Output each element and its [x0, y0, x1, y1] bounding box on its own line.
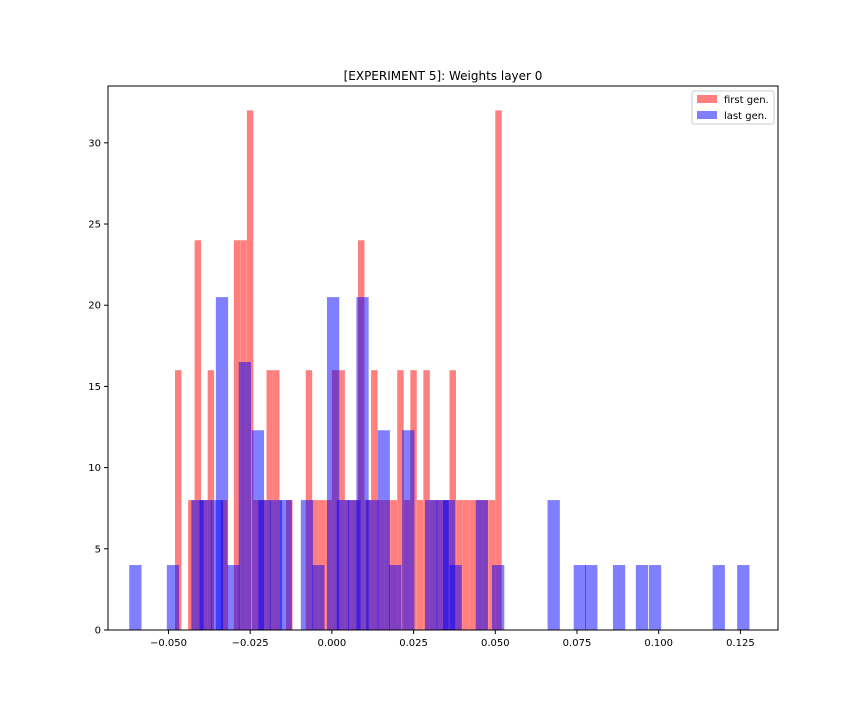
plot-frame — [107, 85, 779, 631]
x-tick-label-1: −0.025 — [232, 638, 269, 649]
bar-last-gen-22 — [425, 500, 438, 630]
y-tick-label-6: 30 — [88, 138, 101, 149]
bar-first-gen-43 — [495, 110, 502, 631]
y-axis: 0 5 10 15 20 25 30 — [88, 138, 108, 637]
bar-last-gen-29 — [573, 565, 586, 630]
x-tick-label-3: 0.025 — [399, 638, 428, 649]
bar-last-gen-1 — [166, 565, 180, 630]
bar-last-gen-0 — [129, 565, 142, 630]
bar-last-gen-7 — [238, 362, 251, 630]
bar-first-gen-1 — [188, 500, 195, 630]
bar-last-gen-34 — [712, 565, 725, 630]
legend-swatch-last-gen — [697, 111, 717, 119]
bar-last-gen-26 — [475, 500, 488, 630]
bar-last-gen-19 — [377, 430, 390, 630]
x-tick-label-7: 0.125 — [726, 638, 755, 649]
x-axis: −0.050 −0.025 0.000 0.025 0.050 0.075 0.100 0.1… — [150, 630, 755, 649]
legend: first gen. last gen. — [691, 90, 775, 125]
bar-last-gen-9 — [258, 500, 271, 630]
x-tick-label-5: 0.075 — [563, 638, 592, 649]
x-tick-label-6: 0.100 — [644, 638, 673, 649]
bar-last-gen-35 — [737, 565, 750, 630]
bar-last-gen-21 — [402, 430, 415, 630]
bar-last-gen-5 — [215, 297, 229, 630]
bar-first-gen-0 — [175, 370, 182, 630]
y-tick-label-4: 20 — [88, 301, 101, 312]
bar-first-gen-31 — [416, 500, 424, 630]
bar-first-gen-6 — [233, 240, 241, 630]
bar-last-gen-25 — [449, 565, 462, 630]
y-tick-label-0: 0 — [95, 626, 101, 637]
bar-last-gen-27 — [492, 565, 505, 630]
bar-first-gen-38 — [462, 500, 470, 630]
x-tick-label-2: 0.000 — [318, 638, 347, 649]
bar-last-gen-10 — [269, 500, 283, 630]
legend-label-last-gen: last gen. — [724, 111, 767, 122]
bar-last-gen-30 — [585, 565, 598, 630]
bar-last-gen-31 — [612, 565, 626, 630]
bar-last-gen-33 — [648, 565, 662, 630]
legend-label-first-gen: first gen. — [724, 95, 769, 106]
bar-last-gen-6 — [227, 565, 240, 630]
y-tick-label-1: 5 — [95, 544, 101, 555]
y-tick-label-5: 25 — [88, 220, 101, 231]
bar-last-gen-12 — [300, 500, 314, 630]
bar-last-gen-13 — [312, 565, 325, 630]
bar-last-gen-3 — [199, 500, 212, 630]
x-tick-label-0: −0.050 — [150, 638, 187, 649]
bars-layer — [129, 110, 750, 631]
bar-last-gen-32 — [635, 565, 649, 630]
bar-last-gen-20 — [389, 565, 402, 630]
x-tick-label-4: 0.050 — [481, 638, 510, 649]
y-tick-label-2: 10 — [88, 463, 101, 474]
bar-last-gen-28 — [547, 500, 560, 630]
legend-swatch-first-gen — [697, 95, 717, 103]
bar-first-gen-39 — [469, 500, 476, 630]
chart-title: [EXPERIMENT 5]: Weights layer 0 — [344, 69, 543, 83]
bar-last-gen-17 — [356, 297, 369, 630]
bar-first-gen-42 — [488, 500, 496, 630]
y-tick-label-3: 15 — [88, 382, 101, 393]
bar-last-gen-15 — [336, 500, 350, 630]
bar-last-gen-11 — [279, 500, 292, 630]
bar-first-gen-28 — [397, 370, 404, 630]
bar-last-gen-18 — [366, 500, 379, 630]
bar-first-gen-2 — [194, 240, 202, 630]
bar-last-gen-14 — [326, 297, 340, 630]
